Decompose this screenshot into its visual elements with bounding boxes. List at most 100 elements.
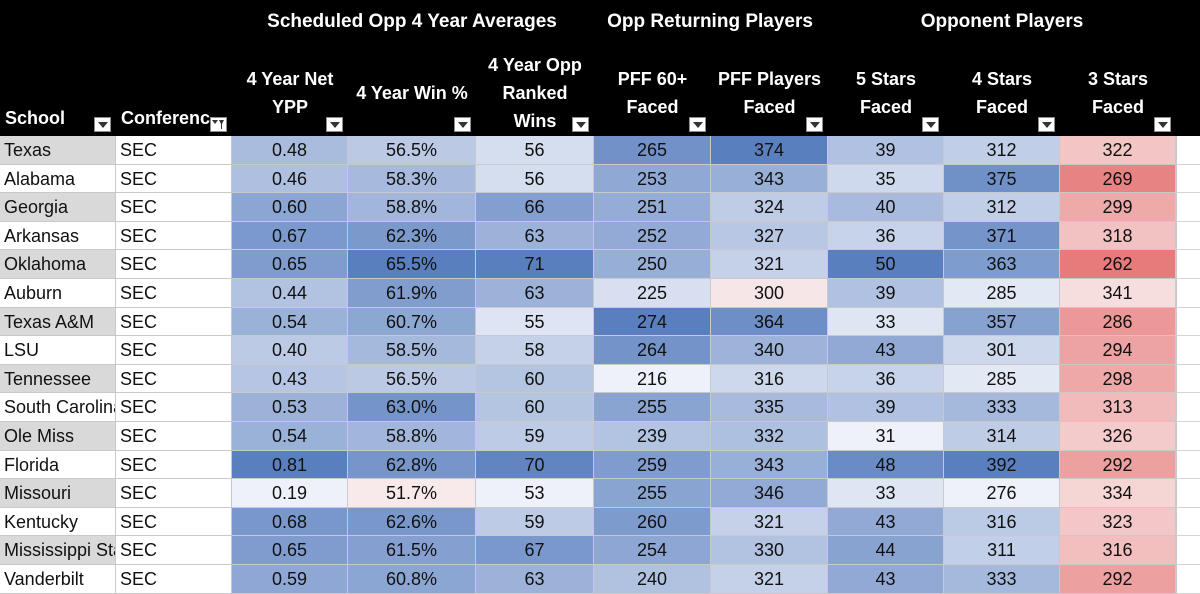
cell-ranked_wins[interactable]: 66 [476,193,594,222]
cell-stars4[interactable]: 371 [944,221,1060,251]
cell-school[interactable]: Oklahoma [0,250,116,279]
cell-stars5[interactable]: 50 [828,250,944,279]
cell-net_ypp[interactable]: 0.54 [232,422,348,451]
cell-stars3[interactable]: 326 [1060,422,1176,451]
cell-pff60[interactable]: 252 [594,221,711,251]
cell-win_pct[interactable]: 65.5% [348,250,476,279]
cell-stars5[interactable]: 36 [828,364,944,394]
cell-stars4[interactable]: 301 [944,336,1060,365]
cell-stars5[interactable]: 35 [828,164,944,194]
cell-ranked_wins[interactable]: 63 [476,279,594,308]
filter-dropdown-button[interactable] [454,117,471,132]
filter-dropdown-button[interactable] [689,117,706,132]
filter-dropdown-button[interactable] [806,117,823,132]
cell-school[interactable]: Missouri [0,479,116,508]
cell-stars4[interactable]: 333 [944,565,1060,594]
filter-dropdown-button[interactable] [1154,117,1171,132]
cell-conference[interactable]: SEC [116,279,232,308]
cell-pff_players[interactable]: 335 [711,393,828,422]
cell-stars4[interactable]: 276 [944,479,1060,508]
cell-win_pct[interactable]: 58.8% [348,193,476,222]
cell-stars3[interactable]: 316 [1060,536,1176,565]
cell-stars4[interactable]: 314 [944,422,1060,451]
cell-win_pct[interactable]: 56.5% [348,136,476,165]
cell-pff_players[interactable]: 316 [711,364,828,394]
cell-school[interactable]: Texas [0,136,116,165]
cell-school[interactable]: LSU [0,336,116,365]
cell-net_ypp[interactable]: 0.40 [232,336,348,365]
cell-win_pct[interactable]: 58.5% [348,336,476,365]
cell-stars4[interactable]: 333 [944,393,1060,422]
cell-ranked_wins[interactable]: 53 [476,479,594,508]
cell-ranked_wins[interactable]: 58 [476,336,594,365]
cell-win_pct[interactable]: 51.7% [348,479,476,508]
cell-pff_players[interactable]: 324 [711,193,828,222]
cell-stars4[interactable]: 357 [944,307,1060,337]
cell-conference[interactable]: SEC [116,164,232,194]
cell-net_ypp[interactable]: 0.44 [232,279,348,308]
cell-conference[interactable]: SEC [116,336,232,365]
cell-stars3[interactable]: 318 [1060,221,1176,251]
cell-win_pct[interactable]: 62.6% [348,507,476,537]
cell-win_pct[interactable]: 63.0% [348,393,476,422]
cell-school[interactable]: Mississippi State [0,536,116,565]
cell-stars5[interactable]: 40 [828,193,944,222]
cell-stars5[interactable]: 43 [828,507,944,537]
cell-conference[interactable]: SEC [116,364,232,394]
cell-pff60[interactable]: 253 [594,164,711,194]
cell-ranked_wins[interactable]: 56 [476,136,594,165]
cell-pff60[interactable]: 274 [594,307,711,337]
cell-stars3[interactable]: 294 [1060,336,1176,365]
cell-stars5[interactable]: 39 [828,279,944,308]
cell-conference[interactable]: SEC [116,479,232,508]
cell-stars5[interactable]: 31 [828,422,944,451]
cell-win_pct[interactable]: 61.5% [348,536,476,565]
cell-pff_players[interactable]: 343 [711,450,828,480]
cell-school[interactable]: Ole Miss [0,422,116,451]
cell-ranked_wins[interactable]: 63 [476,221,594,251]
cell-stars3[interactable]: 299 [1060,193,1176,222]
cell-pff_players[interactable]: 364 [711,307,828,337]
cell-pff60[interactable]: 225 [594,279,711,308]
cell-pff_players[interactable]: 374 [711,136,828,165]
cell-pff_players[interactable]: 327 [711,221,828,251]
filter-dropdown-button[interactable] [922,117,939,132]
cell-conference[interactable]: SEC [116,393,232,422]
filter-dropdown-button[interactable] [94,117,111,132]
cell-stars4[interactable]: 312 [944,136,1060,165]
filter-dropdown-button[interactable] [210,117,227,132]
cell-win_pct[interactable]: 62.3% [348,221,476,251]
filter-dropdown-button[interactable] [326,117,343,132]
cell-conference[interactable]: SEC [116,136,232,165]
cell-win_pct[interactable]: 60.7% [348,307,476,337]
cell-stars5[interactable]: 43 [828,336,944,365]
cell-net_ypp[interactable]: 0.81 [232,450,348,480]
cell-ranked_wins[interactable]: 63 [476,565,594,594]
cell-ranked_wins[interactable]: 70 [476,450,594,480]
cell-net_ypp[interactable]: 0.54 [232,307,348,337]
cell-stars4[interactable]: 285 [944,279,1060,308]
cell-stars5[interactable]: 33 [828,307,944,337]
cell-school[interactable]: Vanderbilt [0,565,116,594]
cell-stars3[interactable]: 313 [1060,393,1176,422]
cell-net_ypp[interactable]: 0.48 [232,136,348,165]
cell-school[interactable]: South Carolina [0,393,116,422]
cell-school[interactable]: Tennessee [0,364,116,394]
cell-pff60[interactable]: 255 [594,479,711,508]
cell-pff_players[interactable]: 343 [711,164,828,194]
cell-conference[interactable]: SEC [116,422,232,451]
cell-conference[interactable]: SEC [116,450,232,480]
cell-pff60[interactable]: 216 [594,364,711,394]
cell-pff60[interactable]: 254 [594,536,711,565]
cell-pff_players[interactable]: 340 [711,336,828,365]
cell-stars5[interactable]: 44 [828,536,944,565]
cell-stars3[interactable]: 298 [1060,364,1176,394]
cell-conference[interactable]: SEC [116,307,232,337]
cell-pff60[interactable]: 250 [594,250,711,279]
cell-stars5[interactable]: 48 [828,450,944,480]
cell-school[interactable]: Florida [0,450,116,480]
cell-win_pct[interactable]: 61.9% [348,279,476,308]
cell-pff60[interactable]: 251 [594,193,711,222]
cell-ranked_wins[interactable]: 55 [476,307,594,337]
filter-dropdown-button[interactable] [572,117,589,132]
